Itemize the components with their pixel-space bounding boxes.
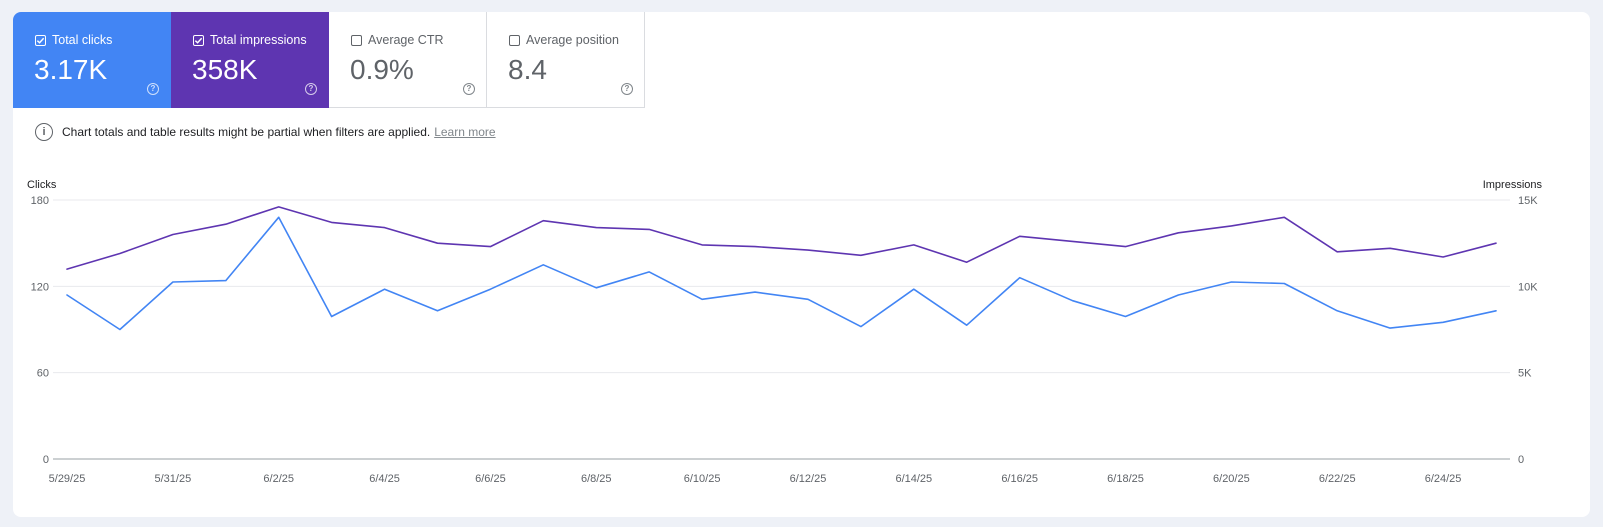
x-tick-label: 5/29/25 [49, 473, 86, 485]
metric-label: Total clicks [52, 33, 113, 47]
y-left-tick-label: 120 [31, 281, 49, 293]
y-right-tick-label: 5K [1518, 368, 1532, 380]
y-right-tick-label: 0 [1518, 454, 1524, 466]
metric-tile-total-clicks[interactable]: Total clicks 3.17K ? [13, 12, 171, 108]
help-icon[interactable]: ? [621, 83, 633, 95]
series-line-clicks [66, 216, 1497, 331]
x-tick-label: 6/10/25 [684, 473, 721, 485]
help-icon[interactable]: ? [305, 83, 317, 95]
metric-tile-average-ctr[interactable]: Average CTR 0.9% ? [329, 12, 487, 108]
series-line-impressions [66, 206, 1497, 270]
metric-label: Average CTR [368, 33, 444, 47]
notice-text: Chart totals and table results might be … [62, 125, 431, 139]
metric-tiles: Total clicks 3.17K ? Total impressions 3… [13, 12, 645, 109]
partial-data-notice: i Chart totals and table results might b… [35, 123, 496, 141]
x-tick-label: 6/24/25 [1425, 473, 1462, 485]
x-tick-label: 6/20/25 [1213, 473, 1250, 485]
metric-tile-total-impressions[interactable]: Total impressions 358K ? [171, 12, 329, 108]
x-tick-label: 6/8/25 [581, 473, 612, 485]
metric-label: Total impressions [210, 33, 307, 47]
y-right-axis-title: Impressions [1483, 179, 1543, 191]
x-tick-label: 6/14/25 [895, 473, 932, 485]
metric-value: 8.4 [508, 54, 547, 85]
metric-value: 3.17K [34, 54, 108, 85]
help-icon[interactable]: ? [147, 83, 159, 95]
learn-more-link[interactable]: Learn more [434, 125, 496, 139]
performance-line-chart: 0 0 60 5K 120 10K 180 15K Clicks Impressions 5/29/… [27, 179, 1543, 485]
y-left-tick-label: 0 [43, 454, 49, 466]
y-left-tick-label: 180 [31, 195, 49, 207]
x-tick-label: 6/4/25 [369, 473, 400, 485]
metric-value: 0.9% [350, 54, 414, 85]
x-tick-label: 6/22/25 [1319, 473, 1356, 485]
y-right-tick-label: 15K [1518, 195, 1538, 207]
checkbox-unchecked-icon[interactable] [509, 34, 520, 46]
help-icon[interactable]: ? [463, 83, 475, 95]
y-left-axis-title: Clicks [27, 179, 57, 191]
x-tick-label: 5/31/25 [155, 473, 192, 485]
x-tick-label: 6/16/25 [1001, 473, 1038, 485]
y-left-tick-label: 60 [37, 368, 49, 380]
x-tick-label: 6/12/25 [790, 473, 827, 485]
checkbox-checked-icon[interactable] [193, 34, 204, 46]
y-right-tick-label: 10K [1518, 281, 1538, 293]
x-tick-label: 6/18/25 [1107, 473, 1144, 485]
metric-label: Average position [526, 33, 619, 47]
metric-value: 358K [192, 54, 258, 85]
x-tick-label: 6/2/25 [263, 473, 294, 485]
x-tick-label: 6/6/25 [475, 473, 506, 485]
info-icon: i [35, 123, 53, 141]
metric-tile-average-position[interactable]: Average position 8.4 ? [487, 12, 645, 108]
checkbox-unchecked-icon[interactable] [351, 34, 362, 46]
checkbox-checked-icon[interactable] [35, 34, 46, 46]
performance-card: Total clicks 3.17K ? Total impressions 3… [13, 12, 1590, 517]
